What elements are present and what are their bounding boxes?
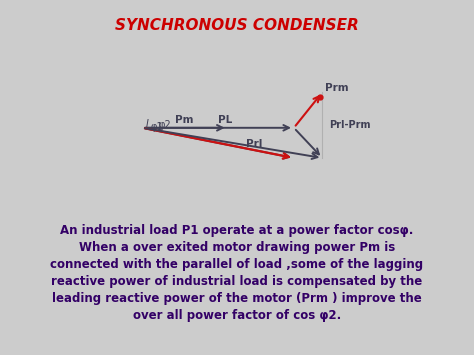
Text: SYNCHRONOUS CONDENSER: SYNCHRONOUS CONDENSER [115, 18, 359, 33]
Text: I: I [146, 119, 149, 129]
Text: PL: PL [218, 115, 232, 125]
Text: Prl-Prm: Prl-Prm [329, 120, 371, 130]
Text: Prm: Prm [325, 83, 348, 93]
Text: An industrial load P1 operate at a power factor cosφ.
When a over exited motor d: An industrial load P1 operate at a power… [50, 224, 424, 322]
Text: φ1: φ1 [151, 122, 164, 132]
Text: Pm: Pm [175, 115, 194, 125]
Text: Prl: Prl [246, 139, 263, 149]
Text: φ2: φ2 [159, 120, 172, 130]
